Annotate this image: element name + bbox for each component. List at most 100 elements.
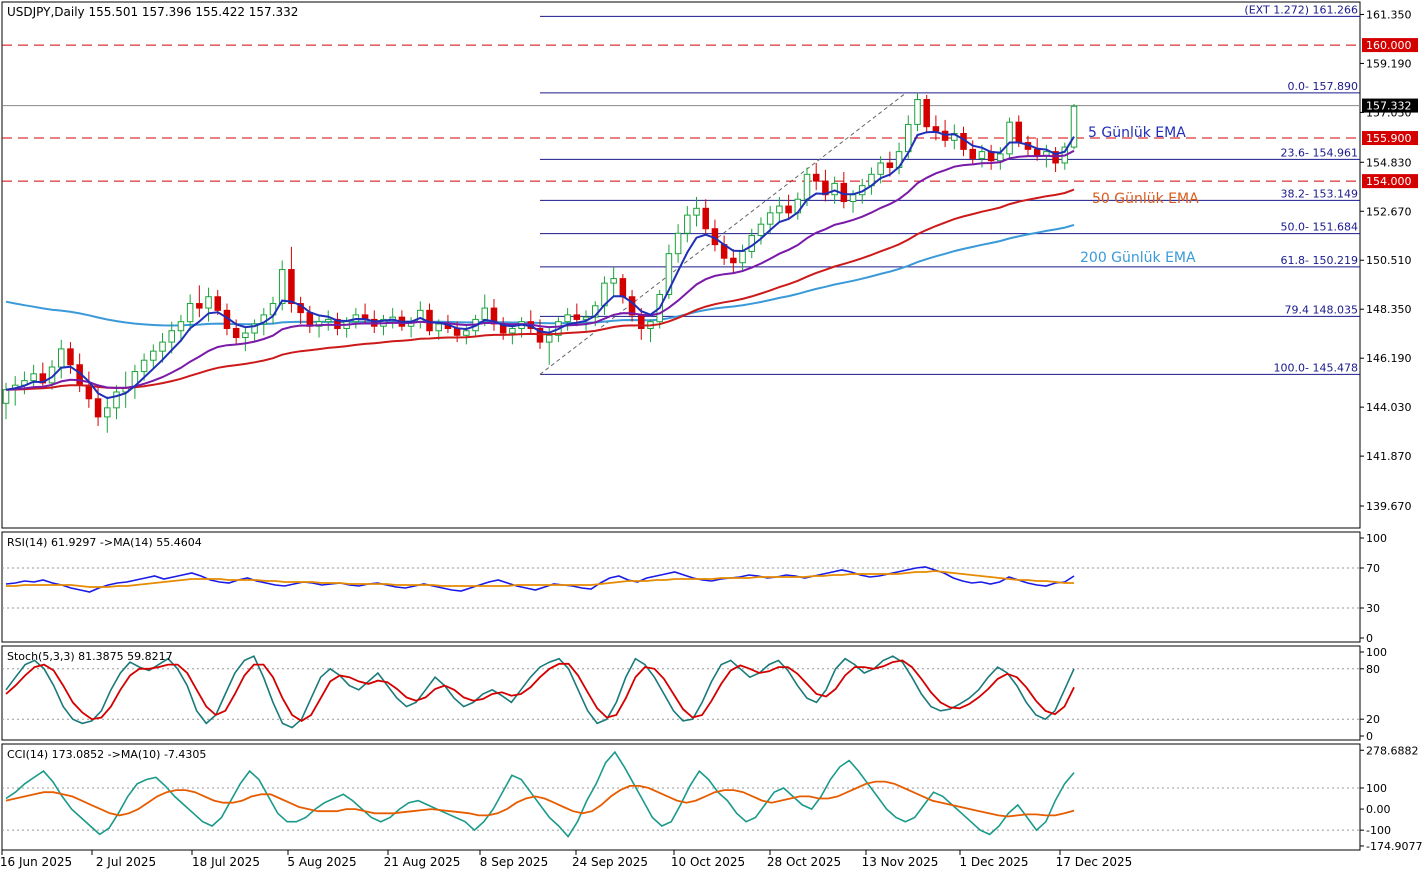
x-tick-label: 1 Dec 2025 — [959, 855, 1028, 869]
stoch-panel-frame — [1, 645, 1361, 741]
candle-body — [877, 162, 884, 175]
ema5-label: 5 Günlük EMA — [1088, 125, 1186, 141]
candle-body — [2, 389, 10, 404]
current-price-box — [1362, 98, 1418, 113]
rsi-panel-frame — [1, 531, 1361, 643]
candle-body — [849, 194, 857, 203]
stoch-ytick-label: 100 — [1366, 646, 1387, 659]
x-tick-label: 13 Nov 2025 — [862, 855, 939, 869]
x-tick-label: 28 Oct 2025 — [767, 855, 841, 869]
fib-level-label: 100.0- 145.478 — [1274, 361, 1358, 374]
cci-panel-frame — [1, 743, 1361, 851]
candle-body — [665, 253, 673, 295]
candle-body — [766, 212, 774, 225]
stoch-series-line — [5, 659, 1075, 722]
rsi-series-line — [6, 570, 1074, 588]
ema50-line — [5, 188, 1075, 391]
candle-body — [242, 332, 249, 339]
candle-body — [435, 323, 442, 332]
candle-body — [67, 348, 74, 366]
fib-level-label: 0.0- 157.890 — [1288, 80, 1358, 93]
candle-body — [545, 334, 553, 343]
candle-body — [214, 296, 222, 311]
rsi-ytick-label: 70 — [1366, 562, 1380, 575]
candle-body — [693, 207, 700, 216]
rsi-layer: 100 70 30 0 — [2, 532, 1387, 645]
cci-ytick-label: 278.6882 — [1366, 744, 1419, 757]
fib-level-label: 38.2- 153.149 — [1281, 187, 1358, 200]
level-price-label: 154.000 — [1366, 175, 1412, 188]
price-layer: 161.350159.190157.030154.830152.670150.5… — [2, 3, 1418, 513]
x-tick-label: 24 Sep 2025 — [572, 855, 648, 869]
candle-body — [536, 327, 544, 343]
cci-ytick-label: -174.9077 — [1366, 840, 1422, 853]
stoch-ytick-label: 0 — [1366, 730, 1373, 743]
rsi-ytick-label: 100 — [1366, 532, 1387, 545]
candle-body — [453, 327, 461, 336]
ema5-line — [5, 130, 1075, 400]
candle-body — [886, 162, 894, 169]
candle-body — [168, 330, 175, 343]
candle-body — [57, 348, 65, 368]
candle-body — [306, 312, 314, 327]
rsi-ytick-label: 30 — [1366, 602, 1380, 615]
x-tick-label: 21 Aug 2025 — [384, 855, 461, 869]
price-ytick-label: 148.350 — [1366, 303, 1412, 316]
candle-body — [978, 151, 986, 159]
fib-level-label: 23.6- 154.961 — [1281, 146, 1358, 159]
ema50-label: 50 Günlük EMA — [1092, 191, 1199, 207]
x-axis: 16 Jun 2025 2 Jul 2025 18 Jul 2025 5 Aug 20… — [0, 850, 1132, 869]
price-ytick-label: 152.670 — [1366, 205, 1412, 218]
candle-body — [1006, 121, 1013, 155]
candle-body — [564, 314, 571, 323]
x-tick-label: 16 Jun 2025 — [0, 855, 72, 869]
candle-body — [232, 327, 240, 339]
candle-body — [509, 327, 516, 334]
candle-body — [803, 173, 811, 200]
candle-body — [730, 257, 737, 264]
candle-body — [196, 303, 203, 309]
candle-body — [251, 323, 258, 334]
candle-body — [205, 296, 212, 309]
rsi-ytick-label: 0 — [1366, 632, 1373, 645]
current-price-label: 157.332 — [1366, 100, 1412, 113]
stoch-series-line — [5, 655, 1075, 729]
candle-body — [177, 321, 185, 332]
price-ytick-label: 146.190 — [1366, 352, 1412, 365]
candle-body — [610, 278, 617, 284]
x-tick-label: 17 Dec 2025 — [1056, 855, 1133, 869]
price-ytick-label: 159.190 — [1366, 57, 1412, 70]
candle-body — [757, 223, 765, 237]
cci-series-line — [5, 780, 1075, 818]
candle-body — [941, 130, 949, 141]
candle-body — [94, 398, 102, 418]
candle-body — [324, 318, 332, 323]
level-price-box — [1362, 174, 1418, 189]
x-tick-label: 18 Jul 2025 — [192, 855, 260, 869]
price-ytick-label: 161.350 — [1366, 8, 1412, 21]
x-tick-label: 8 Sep 2025 — [480, 855, 548, 869]
fib-level-label: 79.4 148.035 — [1285, 303, 1358, 316]
candle-body — [1015, 121, 1023, 144]
cci-layer: 278.6882 100 0.00 -100 -174.9077 — [2, 744, 1422, 853]
candle-body — [85, 384, 93, 400]
candle-body — [776, 205, 783, 214]
candle-body — [619, 278, 627, 298]
candle-body — [113, 391, 120, 409]
candle-body — [30, 373, 37, 382]
cci-title: CCI(14) 173.0852 ->MA(10) -7.4305 — [7, 748, 206, 761]
candle-body — [288, 269, 295, 305]
x-tick-label: 2 Jul 2025 — [96, 855, 156, 869]
candle-body — [739, 250, 746, 264]
stoch-layer: 100 80 20 0 — [2, 646, 1387, 743]
price-ytick-label: 154.830 — [1366, 156, 1412, 169]
candle-body — [628, 296, 636, 316]
candle-body — [997, 153, 1004, 162]
candle-body — [150, 350, 157, 361]
candle-body — [481, 307, 489, 320]
stoch-ytick-label: 80 — [1366, 663, 1380, 676]
rsi-series-line — [5, 566, 1075, 593]
candle-body — [831, 182, 838, 196]
